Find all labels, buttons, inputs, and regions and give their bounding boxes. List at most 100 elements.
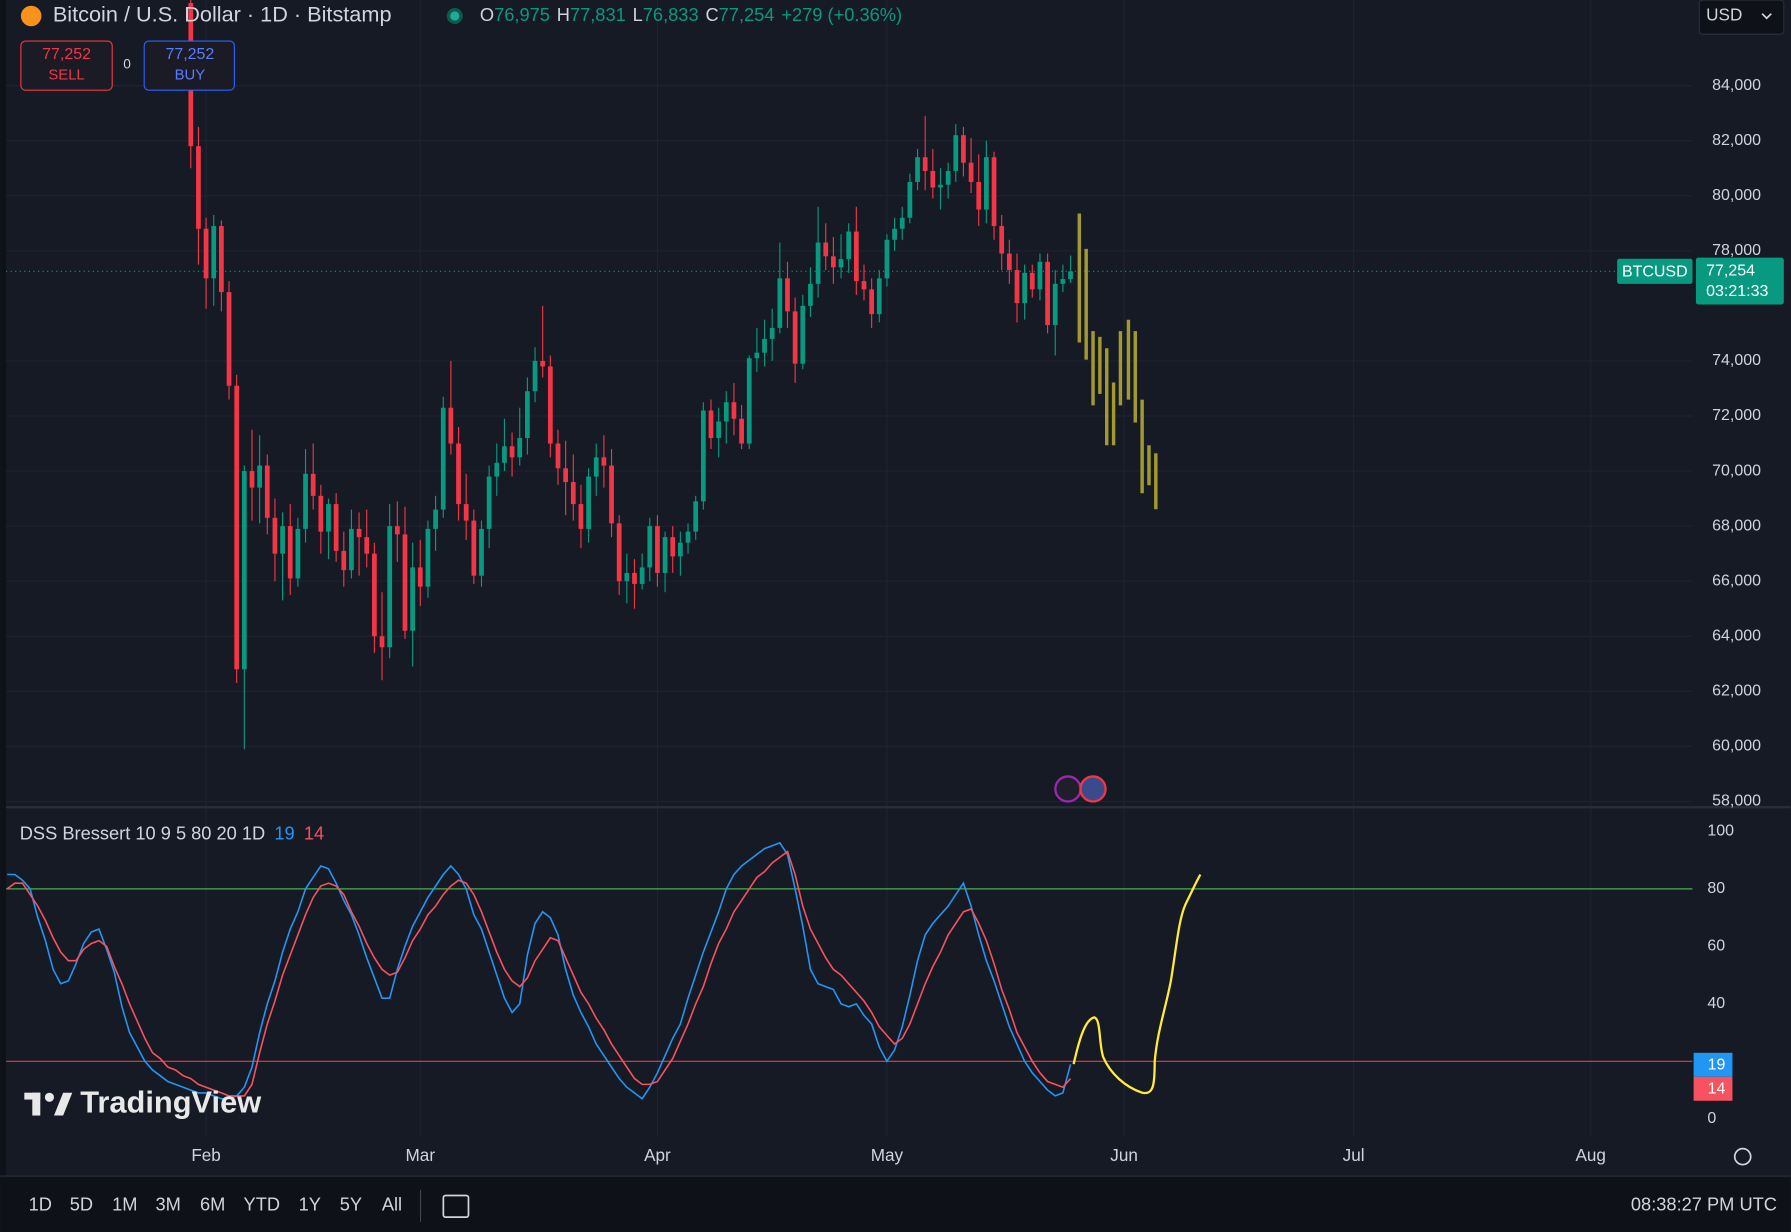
- candle-body: [379, 636, 385, 648]
- candle-body: [708, 410, 714, 439]
- currency-select[interactable]: [1698, 0, 1785, 35]
- labels: Feb Mar Apr May Jun Jul Aug 58,000 60,000 62,000 6…: [191, 77, 1784, 1165]
- candle-body: [639, 567, 645, 584]
- candle-body: [532, 360, 538, 392]
- candle-body: [333, 504, 339, 551]
- range-button[interactable]: All: [382, 1194, 402, 1215]
- indicator-title: DSS Bressert 10 9 5 80 20 1D: [20, 822, 265, 843]
- price-pane: [6, 0, 1693, 750]
- x-tick-label: Jul: [1343, 1146, 1365, 1165]
- candle-body: [226, 292, 232, 386]
- candle-body: [609, 465, 614, 524]
- candle-body: [984, 157, 989, 210]
- y-tick-label: 70,000: [1712, 462, 1761, 479]
- candle-body: [930, 170, 936, 188]
- ohlc-label: H: [557, 4, 570, 25]
- forecast-drawing: [1072, 874, 1202, 1095]
- range-button[interactable]: 1Y: [299, 1194, 321, 1215]
- ohlc-change: +279 (+0.36%): [781, 4, 902, 25]
- buy-label[interactable]: BUY: [175, 67, 206, 83]
- spread: 0: [123, 57, 131, 72]
- candle-body: [938, 184, 943, 188]
- candle-body: [968, 162, 974, 182]
- candle-body: [540, 360, 546, 367]
- candle-body: [815, 242, 821, 284]
- candle-body: [899, 217, 905, 229]
- ind-tick-label: 0: [1707, 1110, 1716, 1127]
- candle-body: [219, 226, 224, 293]
- candle-body: [578, 504, 584, 529]
- range-button[interactable]: YTD: [244, 1194, 281, 1215]
- candle-body: [647, 526, 653, 568]
- chevron: [1761, 13, 1772, 20]
- candle-body: [249, 471, 255, 488]
- candle-body: [402, 534, 408, 631]
- sell-button[interactable]: [20, 40, 113, 91]
- candle-body: [479, 528, 484, 576]
- calendar-icon[interactable]: [442, 1194, 470, 1219]
- y-tick-label: 72,000: [1712, 407, 1761, 424]
- range-button[interactable]: 1D: [29, 1194, 52, 1215]
- indicator-pane: [6, 841, 1693, 1100]
- candle-body: [295, 528, 301, 579]
- currency[interactable]: USD: [1706, 6, 1742, 25]
- settings-icon[interactable]: [1733, 1147, 1752, 1166]
- candle-body: [203, 228, 209, 279]
- x-tick-label: May: [871, 1146, 904, 1165]
- candle-body: [662, 537, 668, 573]
- candle-body: [456, 443, 461, 505]
- x-tick-label: Apr: [644, 1146, 671, 1165]
- candle-body: [517, 438, 523, 458]
- candle-body: [502, 446, 507, 463]
- projection-drawing: [1077, 213, 1158, 510]
- range-button[interactable]: 3M: [155, 1194, 180, 1215]
- grid: [6, 0, 1693, 1137]
- candle-body: [356, 528, 362, 538]
- sell-price[interactable]: 77,252: [42, 46, 91, 63]
- candle-body: [494, 462, 500, 477]
- candle-body: [1045, 261, 1050, 326]
- candle-body: [287, 526, 293, 579]
- candle-body: [922, 157, 928, 171]
- candle-body: [241, 471, 247, 670]
- candle-body: [678, 542, 683, 557]
- ind-tick-label: 100: [1707, 823, 1734, 840]
- candle-body: [272, 517, 278, 554]
- sell-label[interactable]: SELL: [48, 67, 84, 83]
- y-tick-label: 58,000: [1712, 793, 1761, 810]
- range-button[interactable]: 5Y: [340, 1194, 362, 1215]
- candle-body: [624, 572, 630, 582]
- candle-body: [303, 473, 308, 529]
- range-button[interactable]: 6M: [200, 1194, 225, 1215]
- candle-body: [792, 311, 798, 364]
- candle-body: [861, 281, 867, 290]
- candle-body: [853, 231, 859, 282]
- price-tag-value: 77,254: [1706, 263, 1755, 280]
- indicator-value: 19: [274, 822, 294, 843]
- symbol-title: Bitcoin / U.S. Dollar · 1D · Bitstamp: [53, 2, 392, 27]
- candle-body: [884, 239, 890, 279]
- candle-body: [892, 228, 897, 240]
- candle-body: [1022, 272, 1028, 304]
- candle-body: [869, 289, 875, 315]
- x-tick-label: Feb: [191, 1146, 220, 1165]
- candle-body: [823, 242, 829, 257]
- candle-body: [417, 567, 423, 587]
- range-button[interactable]: 5D: [70, 1194, 93, 1215]
- buy-price[interactable]: 77,252: [165, 46, 214, 63]
- candle-body: [961, 135, 966, 163]
- candle-body: [387, 526, 393, 648]
- candle-body: [945, 170, 951, 185]
- candle-body: [838, 259, 844, 268]
- symbol-icon: [20, 5, 42, 27]
- ohlc-readout: O76,975 H77,831 L76,833 C77,254 +279 (+0.36%…: [480, 4, 902, 25]
- range-button[interactable]: 1M: [112, 1194, 137, 1215]
- candle-body: [234, 385, 240, 670]
- y-tick-label: 78,000: [1712, 242, 1761, 259]
- buy-button[interactable]: [143, 40, 235, 91]
- tv-logo: [24, 1092, 73, 1116]
- y-tick-label: 64,000: [1712, 627, 1761, 644]
- candle-body: [670, 537, 676, 557]
